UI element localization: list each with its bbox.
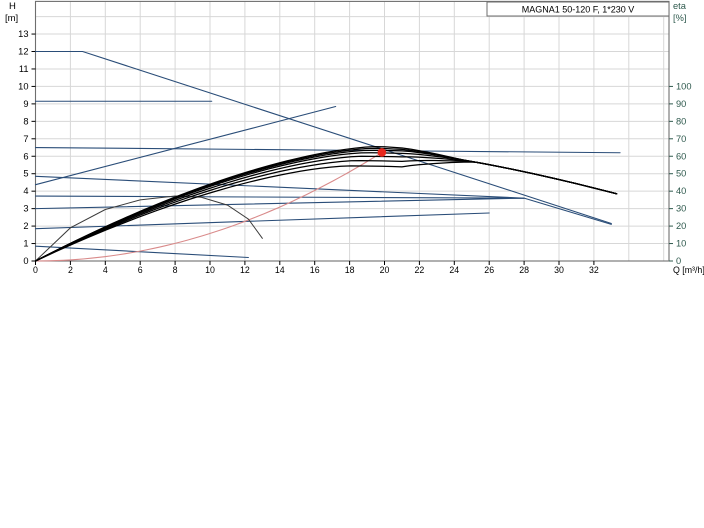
- svg-text:14: 14: [275, 265, 285, 275]
- svg-text:13: 13: [18, 29, 28, 39]
- svg-text:0: 0: [23, 256, 28, 266]
- svg-text:90: 90: [676, 99, 686, 109]
- svg-text:12: 12: [18, 47, 28, 57]
- svg-text:70: 70: [676, 134, 686, 144]
- svg-text:Q [m³/h]: Q [m³/h]: [673, 265, 704, 275]
- svg-text:10: 10: [18, 81, 28, 91]
- svg-text:26: 26: [484, 265, 494, 275]
- svg-text:8: 8: [173, 265, 178, 275]
- svg-text:[m]: [m]: [5, 13, 18, 24]
- svg-text:10: 10: [205, 265, 215, 275]
- svg-text:0: 0: [676, 256, 681, 266]
- svg-text:MAGNA1 50-120 F, 1*230 V: MAGNA1 50-120 F, 1*230 V: [522, 4, 635, 14]
- svg-text:6: 6: [23, 151, 28, 161]
- svg-text:9: 9: [23, 99, 28, 109]
- svg-text:1: 1: [23, 239, 28, 249]
- svg-text:30: 30: [676, 204, 686, 214]
- svg-text:24: 24: [449, 265, 459, 275]
- svg-text:eta: eta: [673, 1, 687, 11]
- svg-text:6: 6: [138, 265, 143, 275]
- svg-text:12: 12: [240, 265, 250, 275]
- svg-text:20: 20: [380, 265, 390, 275]
- svg-text:2: 2: [23, 221, 28, 231]
- svg-text:50: 50: [676, 169, 686, 179]
- svg-text:60: 60: [676, 151, 686, 161]
- svg-text:4: 4: [23, 186, 28, 196]
- svg-text:18: 18: [345, 265, 355, 275]
- svg-text:30: 30: [554, 265, 564, 275]
- svg-text:32: 32: [589, 265, 599, 275]
- svg-text:80: 80: [676, 116, 686, 126]
- svg-text:100: 100: [676, 81, 692, 91]
- svg-text:22: 22: [415, 265, 425, 275]
- svg-text:40: 40: [676, 186, 686, 196]
- svg-text:4: 4: [103, 265, 108, 275]
- svg-text:[%]: [%]: [673, 13, 686, 23]
- svg-text:7: 7: [23, 134, 28, 144]
- svg-text:3: 3: [23, 204, 28, 214]
- svg-text:H: H: [9, 1, 16, 12]
- svg-text:20: 20: [676, 221, 686, 231]
- svg-text:8: 8: [23, 116, 28, 126]
- svg-text:2: 2: [68, 265, 73, 275]
- svg-text:0: 0: [33, 265, 38, 275]
- svg-text:16: 16: [310, 265, 320, 275]
- svg-text:10: 10: [676, 239, 686, 249]
- svg-text:11: 11: [19, 64, 29, 74]
- svg-text:5: 5: [23, 169, 28, 179]
- svg-text:28: 28: [519, 265, 529, 275]
